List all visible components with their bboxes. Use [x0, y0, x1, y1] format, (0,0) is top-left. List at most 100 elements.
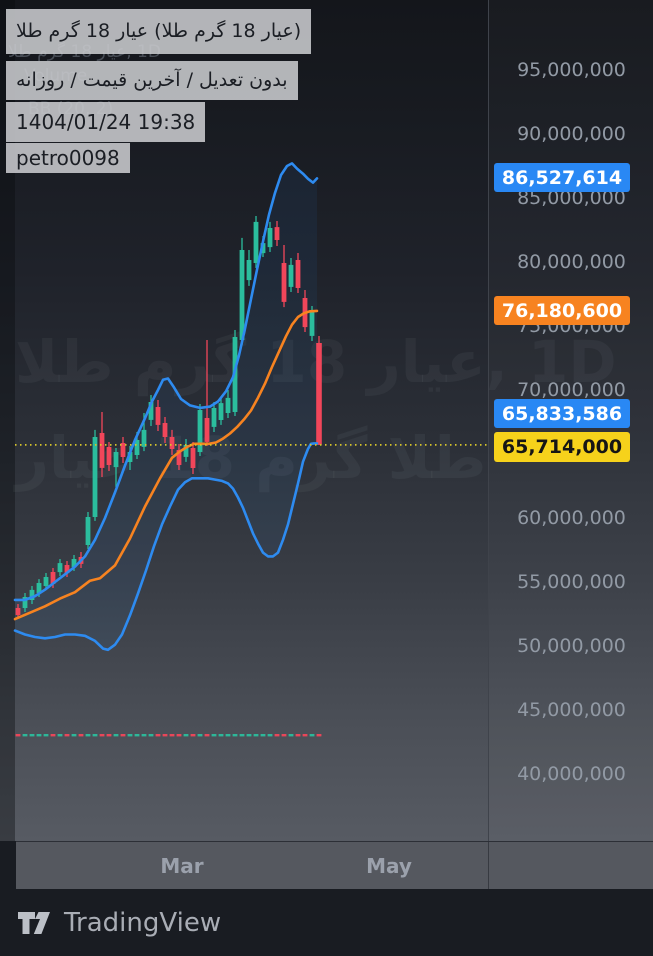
volume-bar — [239, 734, 245, 737]
candle-body — [148, 402, 154, 420]
candle-body — [239, 250, 245, 340]
bb-basis-value: 76,180,600 — [494, 296, 630, 325]
candle-body — [43, 577, 49, 586]
bb-lower-value: 65,833,586 — [494, 399, 630, 428]
volume-bar — [309, 734, 315, 737]
candle-body — [281, 263, 287, 302]
candle-body — [295, 260, 301, 288]
volume-bar — [232, 734, 238, 737]
candle-body — [134, 440, 140, 455]
volume-bar — [295, 734, 301, 737]
time-axis[interactable]: Mar May — [16, 841, 653, 890]
candle-body — [15, 608, 21, 615]
volume-bar — [218, 734, 224, 737]
volume-bar — [43, 734, 49, 737]
candle-body — [260, 243, 266, 254]
candle-body — [225, 397, 231, 413]
volume-bar — [92, 734, 98, 737]
candle-body — [85, 517, 91, 545]
price-tick: 45,000,000 — [517, 699, 626, 721]
candle-body — [22, 597, 28, 608]
volume-bar — [288, 734, 294, 737]
candle-body — [92, 437, 98, 517]
price-tick: 90,000,000 — [517, 123, 626, 145]
price-chart-plot[interactable] — [0, 0, 653, 841]
tradingview-brand-text: TradingView — [64, 907, 222, 938]
tradingview-logo-icon — [18, 911, 50, 934]
candle-body — [29, 589, 35, 600]
price-tick: 70,000,000 — [517, 379, 626, 401]
candle-body — [120, 443, 126, 457]
volume-bar — [36, 734, 42, 737]
candle-body — [197, 410, 203, 452]
volume-bar — [316, 734, 322, 737]
candle-body — [99, 433, 105, 468]
watermark-symbol-interval: طلا‎ گرم‎ 18 عیار‎, 1D — [15, 328, 617, 396]
volume-bar — [162, 734, 168, 737]
candle-body — [211, 408, 217, 427]
candle-body — [162, 423, 168, 437]
tradingview-logo-link[interactable]: TradingView — [16, 908, 221, 938]
left-gutter — [0, 0, 15, 841]
bb-lower-band — [13, 442, 319, 652]
candle-body — [176, 450, 182, 465]
price-tick: 55,000,000 — [517, 571, 626, 593]
candle-body — [190, 448, 196, 468]
volume-bar — [106, 734, 112, 737]
price-tick: 85,000,000 — [517, 187, 626, 209]
tooltip-symbol-name: طلا‎ گرم‎ 18 عیار‎ (طلا‎ گرم‎ 18 عیار‎) — [6, 9, 312, 54]
price-tick: 60,000,000 — [517, 507, 626, 529]
volume-bar — [148, 734, 154, 737]
candle-body — [316, 343, 322, 445]
candle-body — [274, 227, 280, 240]
candle-body — [113, 452, 119, 468]
volume-bar — [78, 734, 84, 737]
volume-bar — [57, 734, 63, 737]
candle-body — [57, 563, 63, 573]
volume-bar — [190, 734, 196, 737]
price-axis[interactable]: 95,000,000 90,000,000 85,000,000 80,000,000… — [488, 0, 653, 841]
volume-bar — [134, 734, 140, 737]
volume-bar — [113, 734, 119, 737]
volume-bar — [253, 734, 259, 737]
candle-body — [71, 559, 77, 568]
price-tick: 50,000,000 — [517, 635, 626, 657]
candle-body — [50, 572, 56, 584]
volume-bar — [183, 734, 189, 737]
candle-body — [218, 403, 224, 420]
candle-body — [267, 228, 273, 248]
watermark-symbol-description: طلا گرم 18 عیار — [15, 424, 487, 492]
tooltip-username: petro0098 — [6, 143, 130, 173]
candle-body — [183, 445, 189, 457]
volume-bar — [281, 734, 287, 737]
candle-body — [141, 429, 147, 447]
volume-bar — [29, 734, 35, 737]
candle-body — [246, 260, 252, 281]
volume-bar — [169, 734, 175, 737]
volume-bar — [22, 734, 28, 737]
volume-bar — [197, 734, 203, 737]
volume-bar — [15, 734, 21, 737]
candle-body — [106, 447, 112, 465]
volume-bar — [85, 734, 91, 737]
last-price-value: 65,714,000 — [494, 432, 630, 462]
tooltip-datetime: 1404/01/24 19:38 — [6, 102, 206, 142]
price-tick: 40,000,000 — [517, 763, 626, 785]
volume-bar — [120, 734, 126, 737]
candle-body — [127, 452, 133, 462]
candle-body — [155, 407, 161, 425]
volume-bar — [127, 734, 133, 737]
time-axis-divider — [488, 842, 489, 890]
candle-body — [204, 418, 210, 442]
candle-body — [36, 583, 42, 593]
time-label-may: May — [366, 854, 412, 878]
bb-fill — [15, 163, 317, 650]
volume-bar — [71, 734, 77, 737]
bb-basis-line — [13, 309, 319, 621]
volume-bar — [302, 734, 308, 737]
volume-bar — [246, 734, 252, 737]
volume-bar — [64, 734, 70, 737]
bottom-bar: TradingView — [0, 889, 653, 956]
volume-bar — [50, 734, 56, 737]
